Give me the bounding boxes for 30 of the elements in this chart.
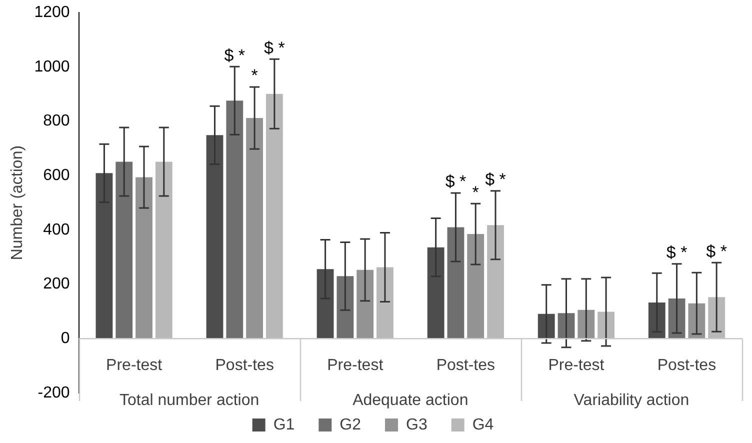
legend-label: G3: [406, 416, 428, 434]
legend-label: G2: [340, 416, 362, 434]
y-tick-label: 1200: [34, 4, 70, 22]
data-label: $ *: [485, 170, 506, 190]
x-tick-label: Post-tes: [657, 357, 716, 374]
data-label: $ *: [445, 172, 466, 192]
y-tick-label: 0: [60, 330, 70, 348]
data-label: $ *: [264, 38, 286, 58]
annotation: Variability action: [574, 392, 690, 410]
y-tick-label: -200: [38, 384, 70, 402]
y-tick-label: 600: [43, 167, 70, 184]
y-tick-label: 200: [43, 276, 70, 293]
y-tick-label: 800: [43, 112, 70, 130]
y-axis-title: Number (action): [9, 145, 26, 260]
y-tick-label: 400: [43, 221, 70, 238]
y-tick-label: 1000: [34, 58, 70, 76]
annotation: Total number action: [120, 392, 260, 410]
data-label: $ *: [706, 242, 728, 261]
legend-label: G1: [273, 416, 295, 434]
x-tick-label: Post-tes: [436, 357, 496, 374]
x-tick-label: Pre-test: [327, 357, 384, 374]
data-label: *: [251, 66, 258, 86]
data-label: *: [472, 182, 480, 202]
legend-label: G4: [472, 416, 494, 434]
data-label: $ *: [666, 243, 688, 262]
x-tick-label: Post-tes: [215, 357, 274, 374]
x-tick-label: Pre-test: [106, 357, 163, 374]
x-tick-label: Pre-test: [548, 357, 605, 374]
data-label: $ *: [224, 46, 246, 65]
annotation: Adequate action: [352, 392, 468, 410]
